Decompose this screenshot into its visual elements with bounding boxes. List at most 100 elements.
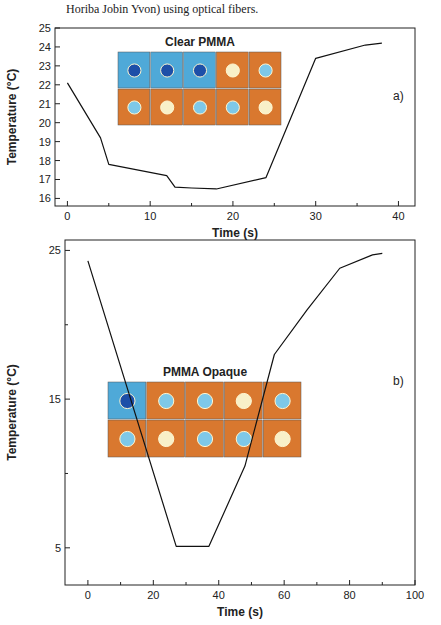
inset-spot: [193, 101, 206, 114]
data-line: [67, 43, 381, 189]
x-minor-tick: [191, 203, 192, 206]
plot-frame: [55, 28, 415, 206]
inset-spot: [236, 393, 251, 408]
inset-photo: [108, 420, 146, 457]
chart-title: Clear PMMA: [165, 35, 235, 49]
inset-spot: [161, 64, 174, 77]
x-tick: [67, 201, 68, 206]
inset-photo: [224, 382, 262, 419]
inset-photo: [186, 382, 224, 419]
x-minor-tick: [108, 203, 109, 206]
inset-spot: [226, 101, 239, 114]
inset-spot: [161, 101, 174, 114]
inset-photo: [216, 52, 248, 88]
x-tick-label: 100: [406, 589, 424, 601]
y-tick: [55, 84, 60, 85]
x-tick: [87, 580, 88, 585]
x-minor-tick: [186, 582, 187, 585]
x-tick: [150, 201, 151, 206]
inset-spot: [193, 64, 206, 77]
y-tick: [55, 198, 60, 199]
inset-photo: [263, 382, 301, 419]
y-tick-label: 25: [49, 244, 61, 256]
plot-area: [88, 253, 382, 546]
y-tick: [55, 179, 60, 180]
inset-spot: [275, 431, 290, 446]
y-tick: [55, 141, 60, 142]
x-tick-label: 0: [64, 210, 70, 222]
x-tick-label: 20: [227, 210, 239, 222]
inset-photo: [216, 89, 248, 125]
y-tick-label: 24: [39, 41, 51, 53]
x-minor-tick: [357, 203, 358, 206]
plot-area: [67, 43, 381, 189]
inset-spot: [259, 101, 272, 114]
y-tick-label: 20: [39, 117, 51, 129]
x-tick-label: 20: [147, 589, 159, 601]
x-tick-label: 40: [392, 210, 404, 222]
inset-spot: [197, 431, 212, 446]
x-tick-label: 80: [343, 589, 355, 601]
x-tick: [315, 201, 316, 206]
y-tick-label: 15: [49, 393, 61, 405]
y-tick: [65, 399, 70, 400]
panel-annotation: a): [393, 89, 404, 103]
y-tick-label: 21: [39, 98, 51, 110]
inset-photo: [151, 89, 183, 125]
inset-photo: [147, 382, 185, 419]
x-tick-label: 40: [213, 589, 225, 601]
inset-spot: [159, 393, 174, 408]
inset-photo: [249, 89, 281, 125]
inset-spot: [226, 64, 239, 77]
x-tick-label: 0: [85, 589, 91, 601]
y-minor-tick: [65, 324, 68, 325]
inset-photo: [186, 420, 224, 457]
x-tick: [218, 580, 219, 585]
x-tick: [284, 580, 285, 585]
x-axis-title: Time (s): [217, 605, 263, 619]
y-tick: [55, 28, 60, 29]
y-tick-label: 17: [39, 173, 51, 185]
y-minor-tick: [65, 473, 68, 474]
inset-photo: [249, 52, 281, 88]
inset-photo: [118, 89, 150, 125]
y-tick: [55, 103, 60, 104]
x-tick: [398, 201, 399, 206]
inset-photo: [263, 420, 301, 457]
y-tick: [55, 122, 60, 123]
chart-title: PMMA Opaque: [163, 365, 248, 379]
y-tick: [55, 46, 60, 47]
y-tick-label: 22: [39, 79, 51, 91]
inset-spot: [128, 101, 141, 114]
caption: Horiba Jobin Yvon) using optical fibers.: [66, 2, 258, 16]
y-tick-label: 19: [39, 136, 51, 148]
x-tick: [153, 580, 154, 585]
y-tick-label: 23: [39, 60, 51, 72]
x-minor-tick: [120, 582, 121, 585]
x-minor-tick: [251, 582, 252, 585]
inset-spot: [120, 431, 135, 446]
x-minor-tick: [316, 582, 317, 585]
inset-photo: [224, 420, 262, 457]
x-minor-tick: [274, 203, 275, 206]
x-tick-label: 30: [310, 210, 322, 222]
x-tick: [415, 580, 416, 585]
y-axis-title: Temperature (°C): [5, 364, 19, 461]
y-tick: [65, 547, 70, 548]
inset-spot: [259, 64, 272, 77]
y-tick: [55, 65, 60, 66]
x-tick: [232, 201, 233, 206]
inset-spot: [159, 431, 174, 446]
inset-spot: [275, 393, 290, 408]
x-tick-label: 10: [144, 210, 156, 222]
data-line: [88, 253, 382, 546]
inset-spot: [128, 64, 141, 77]
y-tick-label: 25: [39, 22, 51, 34]
inset-spot: [236, 431, 251, 446]
inset-photo: [151, 52, 183, 88]
inset-photo: [118, 52, 150, 88]
panel-annotation: b): [393, 374, 404, 388]
plot-frame: [65, 240, 415, 585]
y-tick: [55, 160, 60, 161]
page: Horiba Jobin Yvon) using optical fibers.…: [0, 0, 441, 625]
